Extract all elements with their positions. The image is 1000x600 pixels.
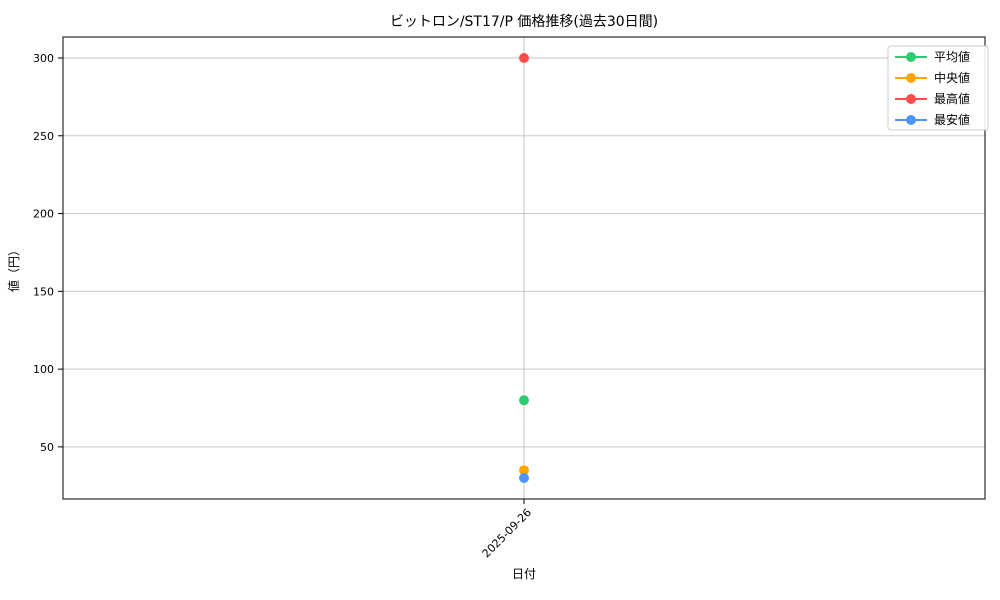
chart-title: ビットロン/ST17/P 価格推移(過去30日間): [390, 14, 658, 30]
legend-marker: [906, 52, 916, 62]
y-tick-label: 200: [33, 208, 54, 221]
legend-marker: [906, 73, 916, 83]
legend-box: [887, 45, 989, 131]
y-tick-label: 300: [33, 52, 54, 65]
legend-label: 中央値: [934, 70, 970, 85]
axis-ticks: [58, 57, 525, 504]
data-point-最安値: [519, 473, 529, 483]
legend-label: 平均値: [934, 49, 970, 64]
data-point-最高値: [519, 53, 529, 63]
y-tick-label: 150: [33, 285, 54, 298]
grid-lines: [63, 37, 985, 499]
y-tick-label: 50: [40, 441, 54, 454]
x-axis-label: 日付: [512, 567, 536, 581]
legend-marker: [906, 115, 916, 125]
legend-label: 最高値: [934, 91, 970, 106]
data-points: [519, 53, 529, 483]
y-tick-label: 250: [33, 130, 54, 143]
y-tick-label: 100: [33, 363, 54, 376]
legend-marker: [906, 94, 916, 104]
y-axis-label: 値（円）: [6, 244, 21, 292]
x-tick-label: 2025-09-26: [480, 506, 534, 560]
data-point-中央値: [519, 465, 529, 476]
legend-label: 最安値: [934, 112, 970, 127]
y-tick-labels: 50 100 150 200 250 300: [33, 52, 54, 454]
data-point-平均値: [519, 395, 529, 406]
